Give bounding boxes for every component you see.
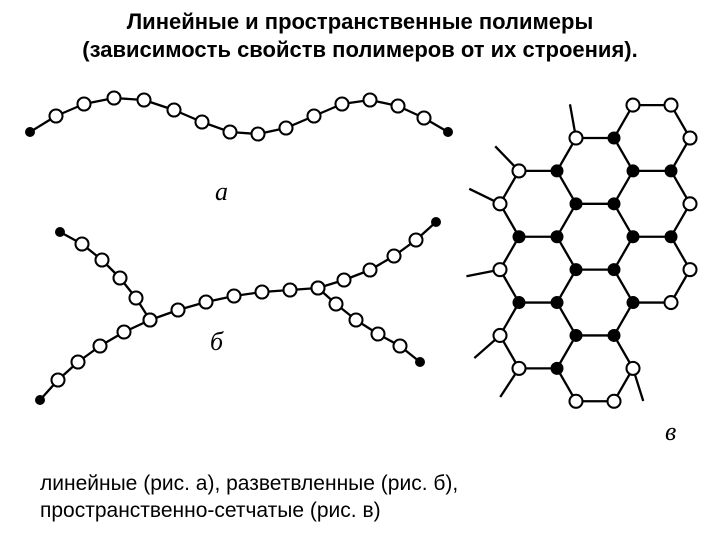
svg-text:в: в <box>665 417 676 446</box>
title-line1: Линейные и пространственные полимеры <box>0 8 720 36</box>
diagram-stage: а б в <box>0 70 720 460</box>
caption-line1: линейные (рис. а), разветвленные (рис. б… <box>40 470 458 497</box>
svg-text:б: б <box>210 327 224 356</box>
title-line2: (зависимость свойств полимеров от их стр… <box>0 36 720 64</box>
svg-text:а: а <box>215 177 228 206</box>
caption-line2: пространственно-сетчатые (рис. в) <box>40 497 458 524</box>
